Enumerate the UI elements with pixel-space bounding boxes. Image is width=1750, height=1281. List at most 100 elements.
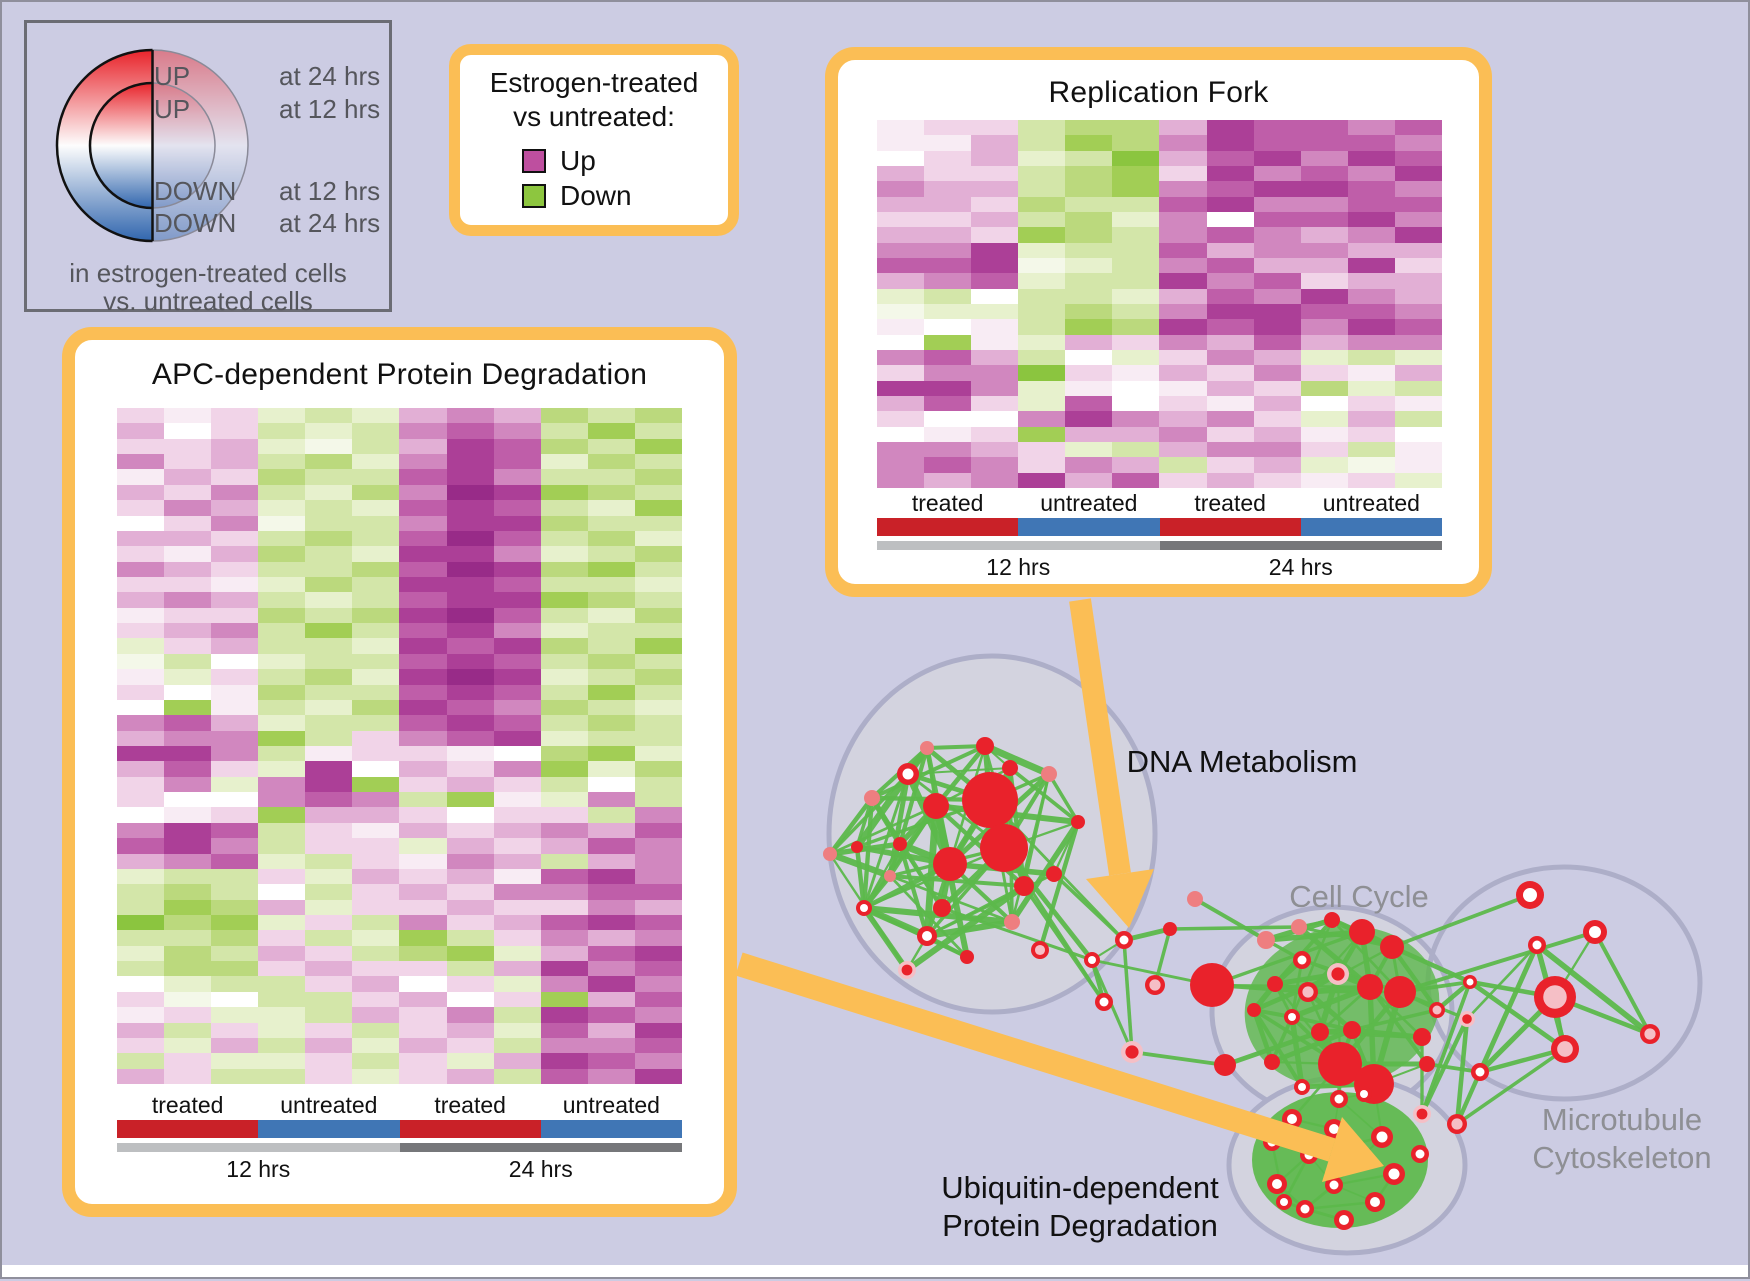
heatmap-cell <box>399 1007 447 1023</box>
heatmap-cell <box>164 592 212 608</box>
inner-right-arc <box>152 82 216 209</box>
heatmap-cell <box>1206 303 1254 320</box>
heatmap-cell <box>971 196 1019 212</box>
heatmap-cell <box>352 1037 400 1054</box>
apc-group-label-treated-24: treated <box>434 1092 506 1118</box>
heatmap-cell <box>258 1022 306 1038</box>
network-edge <box>1122 939 1134 1053</box>
heatmap-cell <box>540 838 588 854</box>
heatmap-cell <box>164 454 212 470</box>
heatmap-cell <box>211 684 259 700</box>
heatmap-cell <box>587 884 635 900</box>
gene-node-solid <box>1349 919 1375 945</box>
heatmap-cell <box>587 592 635 608</box>
heatmap-cell <box>971 303 1019 320</box>
heatmap-cell <box>1300 211 1348 228</box>
heatmap-cell <box>971 120 1019 136</box>
heatmap-cell <box>540 1037 588 1054</box>
heatmap-cell <box>587 638 635 654</box>
heatmap-cell <box>164 745 212 762</box>
heatmap-cell <box>587 715 635 731</box>
heatmap-cell <box>1018 135 1066 151</box>
heatmap-cell <box>446 484 494 501</box>
heatmap-cell <box>540 684 588 700</box>
heatmap-cell <box>446 868 494 885</box>
heatmap-cell <box>493 638 541 654</box>
network-edge <box>1224 1029 1321 1068</box>
heatmap-cell <box>1300 303 1348 320</box>
heatmap-cell <box>1018 380 1066 396</box>
heatmap-cell <box>1112 319 1160 335</box>
heatmap-cell <box>211 623 259 639</box>
heatmap-cell <box>352 638 400 654</box>
heatmap-cell <box>1347 441 1395 458</box>
rf-treated-bar-2 <box>1159 518 1301 536</box>
heatmap-cell <box>305 623 353 639</box>
heatmap-cell <box>1300 380 1348 396</box>
heatmap-cell <box>164 868 212 885</box>
heatmap-cell <box>399 914 447 931</box>
heatmap-cell <box>164 469 212 485</box>
heatmap-cell <box>211 991 259 1008</box>
heatmap-cell <box>117 546 165 562</box>
heatmap-cell <box>446 884 494 900</box>
cluster-label: Cytoskeleton <box>1532 1140 1711 1175</box>
heatmap-cell <box>493 884 541 900</box>
heatmap-cell <box>1300 273 1348 289</box>
heatmap-cell <box>587 853 635 869</box>
heatmap-cell <box>1112 120 1160 136</box>
heatmap-cell <box>399 1022 447 1038</box>
heatmap-cell <box>493 976 541 992</box>
up-label: Up <box>560 145 596 176</box>
heatmap-cell <box>587 930 635 946</box>
heatmap-cell <box>1347 334 1395 350</box>
heatmap-cell <box>1347 150 1395 166</box>
heatmap-cell <box>1300 165 1348 182</box>
heatmap-cell <box>1347 288 1395 304</box>
heatmap-cell <box>352 423 400 439</box>
gene-node-ring-center <box>1360 1090 1368 1098</box>
heatmap-cell <box>634 807 682 823</box>
network-edge <box>1593 931 1652 1035</box>
heatmap-cell <box>540 454 588 470</box>
heatmap-cell <box>877 411 925 427</box>
heatmap-cell <box>493 454 541 470</box>
heatmap-cell <box>305 669 353 685</box>
gene-node-solid <box>1357 974 1383 1000</box>
heatmap-cell <box>587 530 635 547</box>
heatmap-cell <box>877 395 925 412</box>
heatmap-cell <box>258 515 306 531</box>
heatmap-cell <box>587 868 635 885</box>
heatmap-cell <box>211 1068 259 1084</box>
heatmap-cell <box>1206 181 1254 197</box>
heatmap-cell <box>164 546 212 562</box>
heatmap-cell <box>1018 196 1066 212</box>
network-edge <box>926 918 1013 940</box>
heatmap-cell <box>1065 426 1113 442</box>
heatmap-cell <box>211 592 259 608</box>
heatmap-cell <box>117 500 165 516</box>
heatmap-cell <box>1112 273 1160 289</box>
heatmap-cell <box>446 1068 494 1084</box>
heatmap-cell <box>1206 319 1254 335</box>
gene-node-salmon <box>864 790 880 806</box>
heatmap-cell <box>117 638 165 654</box>
heatmap-cell <box>258 792 306 808</box>
heatmap-cell <box>877 181 925 197</box>
heatmap-cell <box>1159 457 1207 473</box>
heatmap-cell <box>1159 288 1207 304</box>
heatmap-cell <box>1394 472 1442 488</box>
heatmap-cell <box>258 930 306 946</box>
heatmap-cell <box>1018 165 1066 182</box>
heatmap-cell <box>1112 395 1160 412</box>
heatmap-cell <box>258 469 306 485</box>
heatmap-cell <box>1159 181 1207 197</box>
heatmap-cell <box>399 699 447 716</box>
heatmap-cell <box>164 1022 212 1038</box>
heatmap-cell <box>1300 426 1348 442</box>
heatmap-cell <box>164 914 212 931</box>
heatmap-cell <box>305 991 353 1008</box>
heatmap-cell <box>258 653 306 670</box>
heatmap-cell <box>1065 457 1113 473</box>
heatmap-cell <box>1065 242 1113 258</box>
